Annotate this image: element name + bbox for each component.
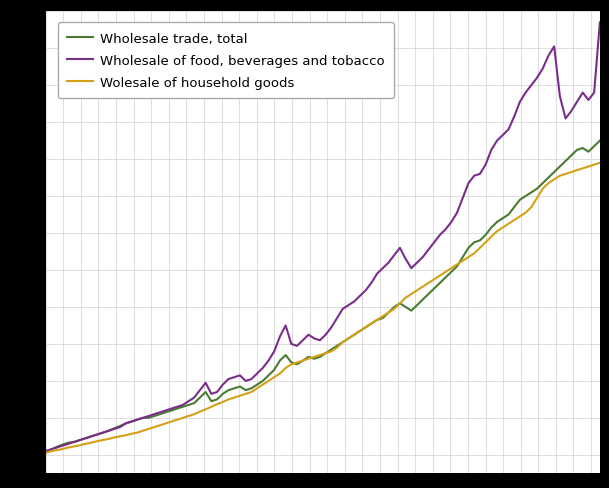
Wholesale of food, beverages and tobacco (465, 181, 472, 187)
Wolesale of household goods (88, 440, 95, 446)
Wholesale trade, total (596, 139, 604, 144)
Line: Wholesale trade, total: Wholesale trade, total (46, 142, 600, 451)
Wholesale of food, beverages and tobacco (596, 20, 604, 26)
Wolesale of household goods (305, 356, 312, 362)
Wholesale trade, total (42, 448, 49, 454)
Wolesale of household goods (76, 443, 83, 448)
Wolesale of household goods (351, 332, 358, 338)
Wolesale of household goods (42, 450, 49, 456)
Line: Wolesale of household goods: Wolesale of household goods (46, 163, 600, 453)
Wholesale trade, total (305, 354, 312, 360)
Wolesale of household goods (465, 255, 472, 261)
Wolesale of household goods (390, 306, 398, 312)
Wholesale trade, total (76, 437, 83, 443)
Wholesale trade, total (88, 433, 95, 439)
Wholesale of food, beverages and tobacco (88, 433, 95, 439)
Wholesale trade, total (465, 245, 472, 251)
Wholesale trade, total (390, 305, 398, 310)
Wholesale trade, total (351, 332, 358, 338)
Wholesale of food, beverages and tobacco (305, 332, 312, 338)
Wholesale of food, beverages and tobacco (42, 448, 49, 454)
Wholesale of food, beverages and tobacco (351, 299, 358, 305)
Legend: Wholesale trade, total, Wholesale of food, beverages and tobacco, Wolesale of ho: Wholesale trade, total, Wholesale of foo… (58, 23, 394, 99)
Wholesale of food, beverages and tobacco (76, 437, 83, 443)
Wolesale of household goods (596, 161, 604, 166)
Wholesale of food, beverages and tobacco (390, 253, 398, 259)
Line: Wholesale of food, beverages and tobacco: Wholesale of food, beverages and tobacco (46, 23, 600, 451)
